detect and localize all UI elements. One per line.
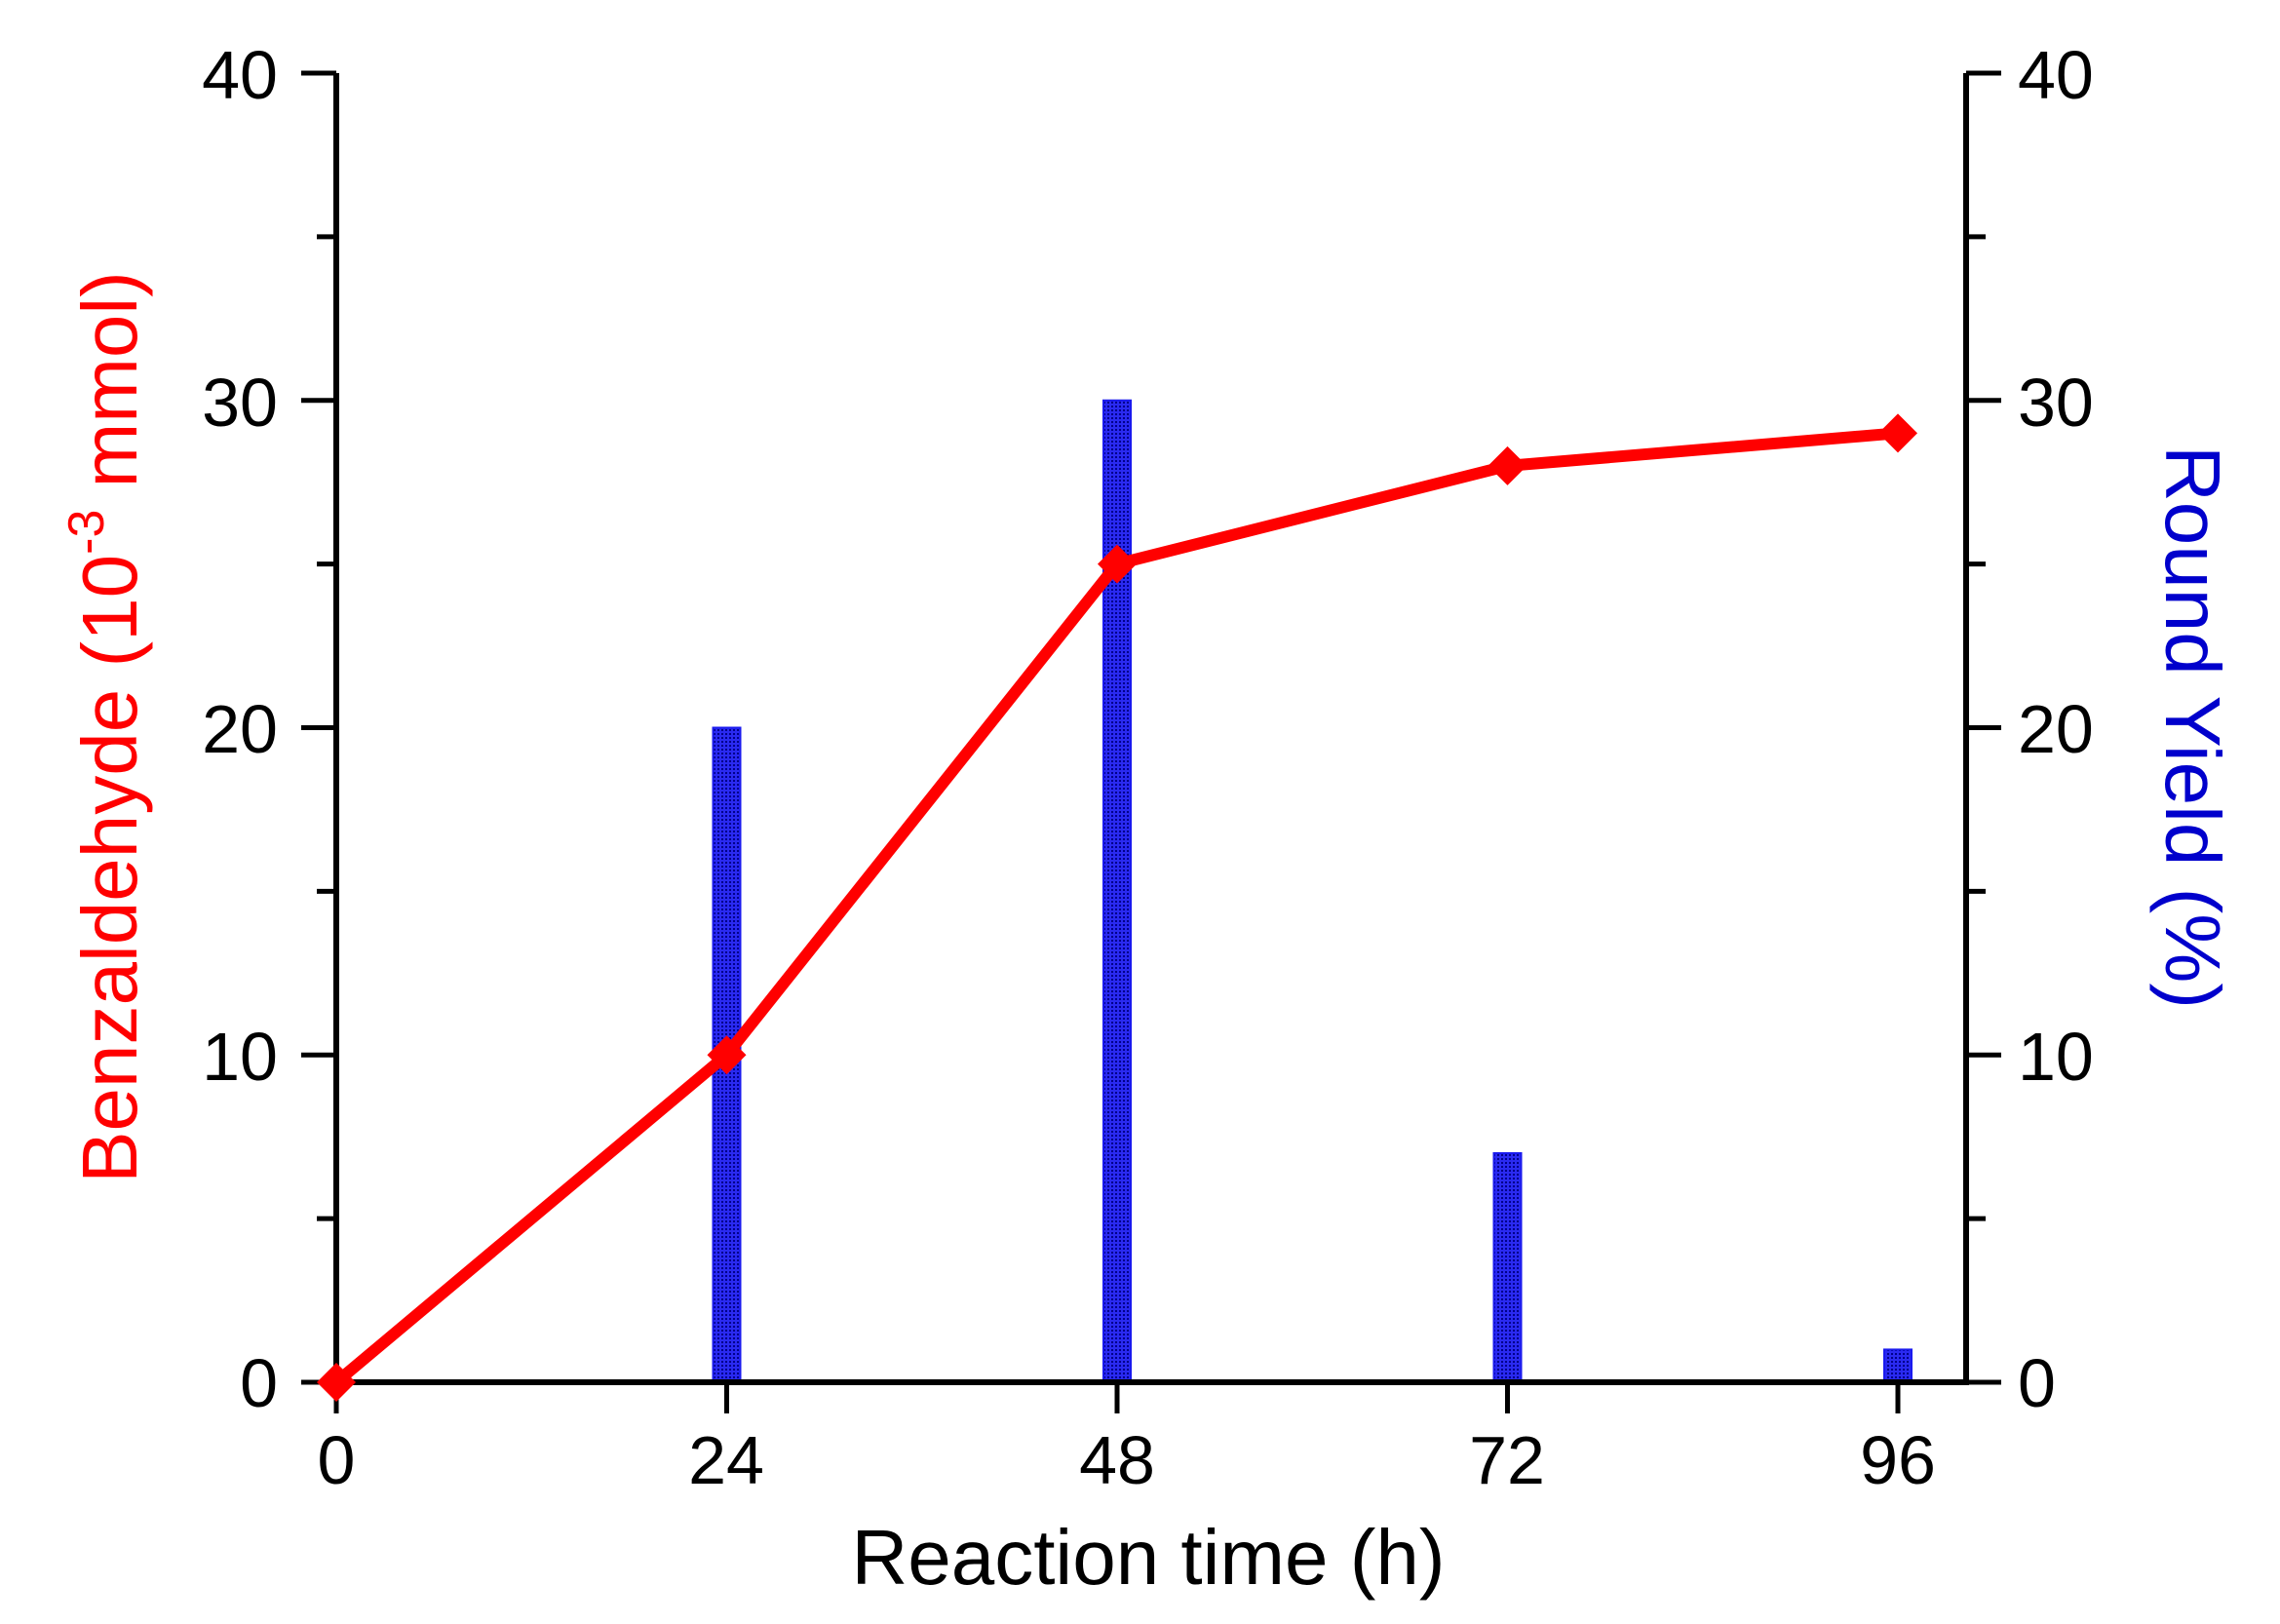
right-tick-label: 40 [2018,37,2094,113]
x-tick-label: 96 [1860,1422,1936,1498]
round-yield-bar [1492,1151,1523,1383]
benzaldehyde-point [707,1035,747,1075]
right-tick-label: 30 [2018,365,2094,441]
left-axis-title: Benzaldehyde (10-3 mmol) [58,271,153,1183]
x-axis-title: Reaction time (h) [851,1514,1445,1601]
tick-marks [301,70,2001,1413]
left-axis-title-superscript: -3 [58,510,115,555]
benzaldehyde-line-series [317,413,1917,1402]
left-tick-label: 0 [240,1345,278,1421]
round-yield-bar [1883,1348,1913,1384]
right-axis-title: Round Yield (%) [2149,445,2236,1009]
benzaldehyde-point [1098,544,1137,584]
left-tick-label: 10 [202,1019,278,1095]
left-tick-label: 20 [202,691,278,767]
left-tick-labels: 0 10 20 30 40 [202,37,278,1421]
x-tick-label: 0 [318,1422,356,1498]
benzaldehyde-point [317,1363,356,1402]
x-tick-labels: 0 24 48 72 96 [318,1422,1936,1498]
right-tick-label: 0 [2018,1345,2056,1421]
left-tick-label: 40 [202,37,278,113]
benzaldehyde-point [1488,445,1527,485]
x-tick-label: 72 [1469,1422,1545,1498]
benzaldehyde-point [1878,413,1917,453]
right-tick-label: 10 [2018,1019,2094,1095]
right-tick-label: 20 [2018,691,2094,767]
left-axis-title-main: Benzaldehyde (10 [66,555,153,1183]
x-tick-label: 48 [1079,1422,1155,1498]
right-tick-labels: 0 10 20 30 40 [2018,37,2094,1421]
round-yield-bars [712,399,1913,1384]
left-tick-label: 30 [202,365,278,441]
x-tick-label: 24 [688,1422,764,1498]
left-axis-title-end: mmol) [66,271,153,509]
